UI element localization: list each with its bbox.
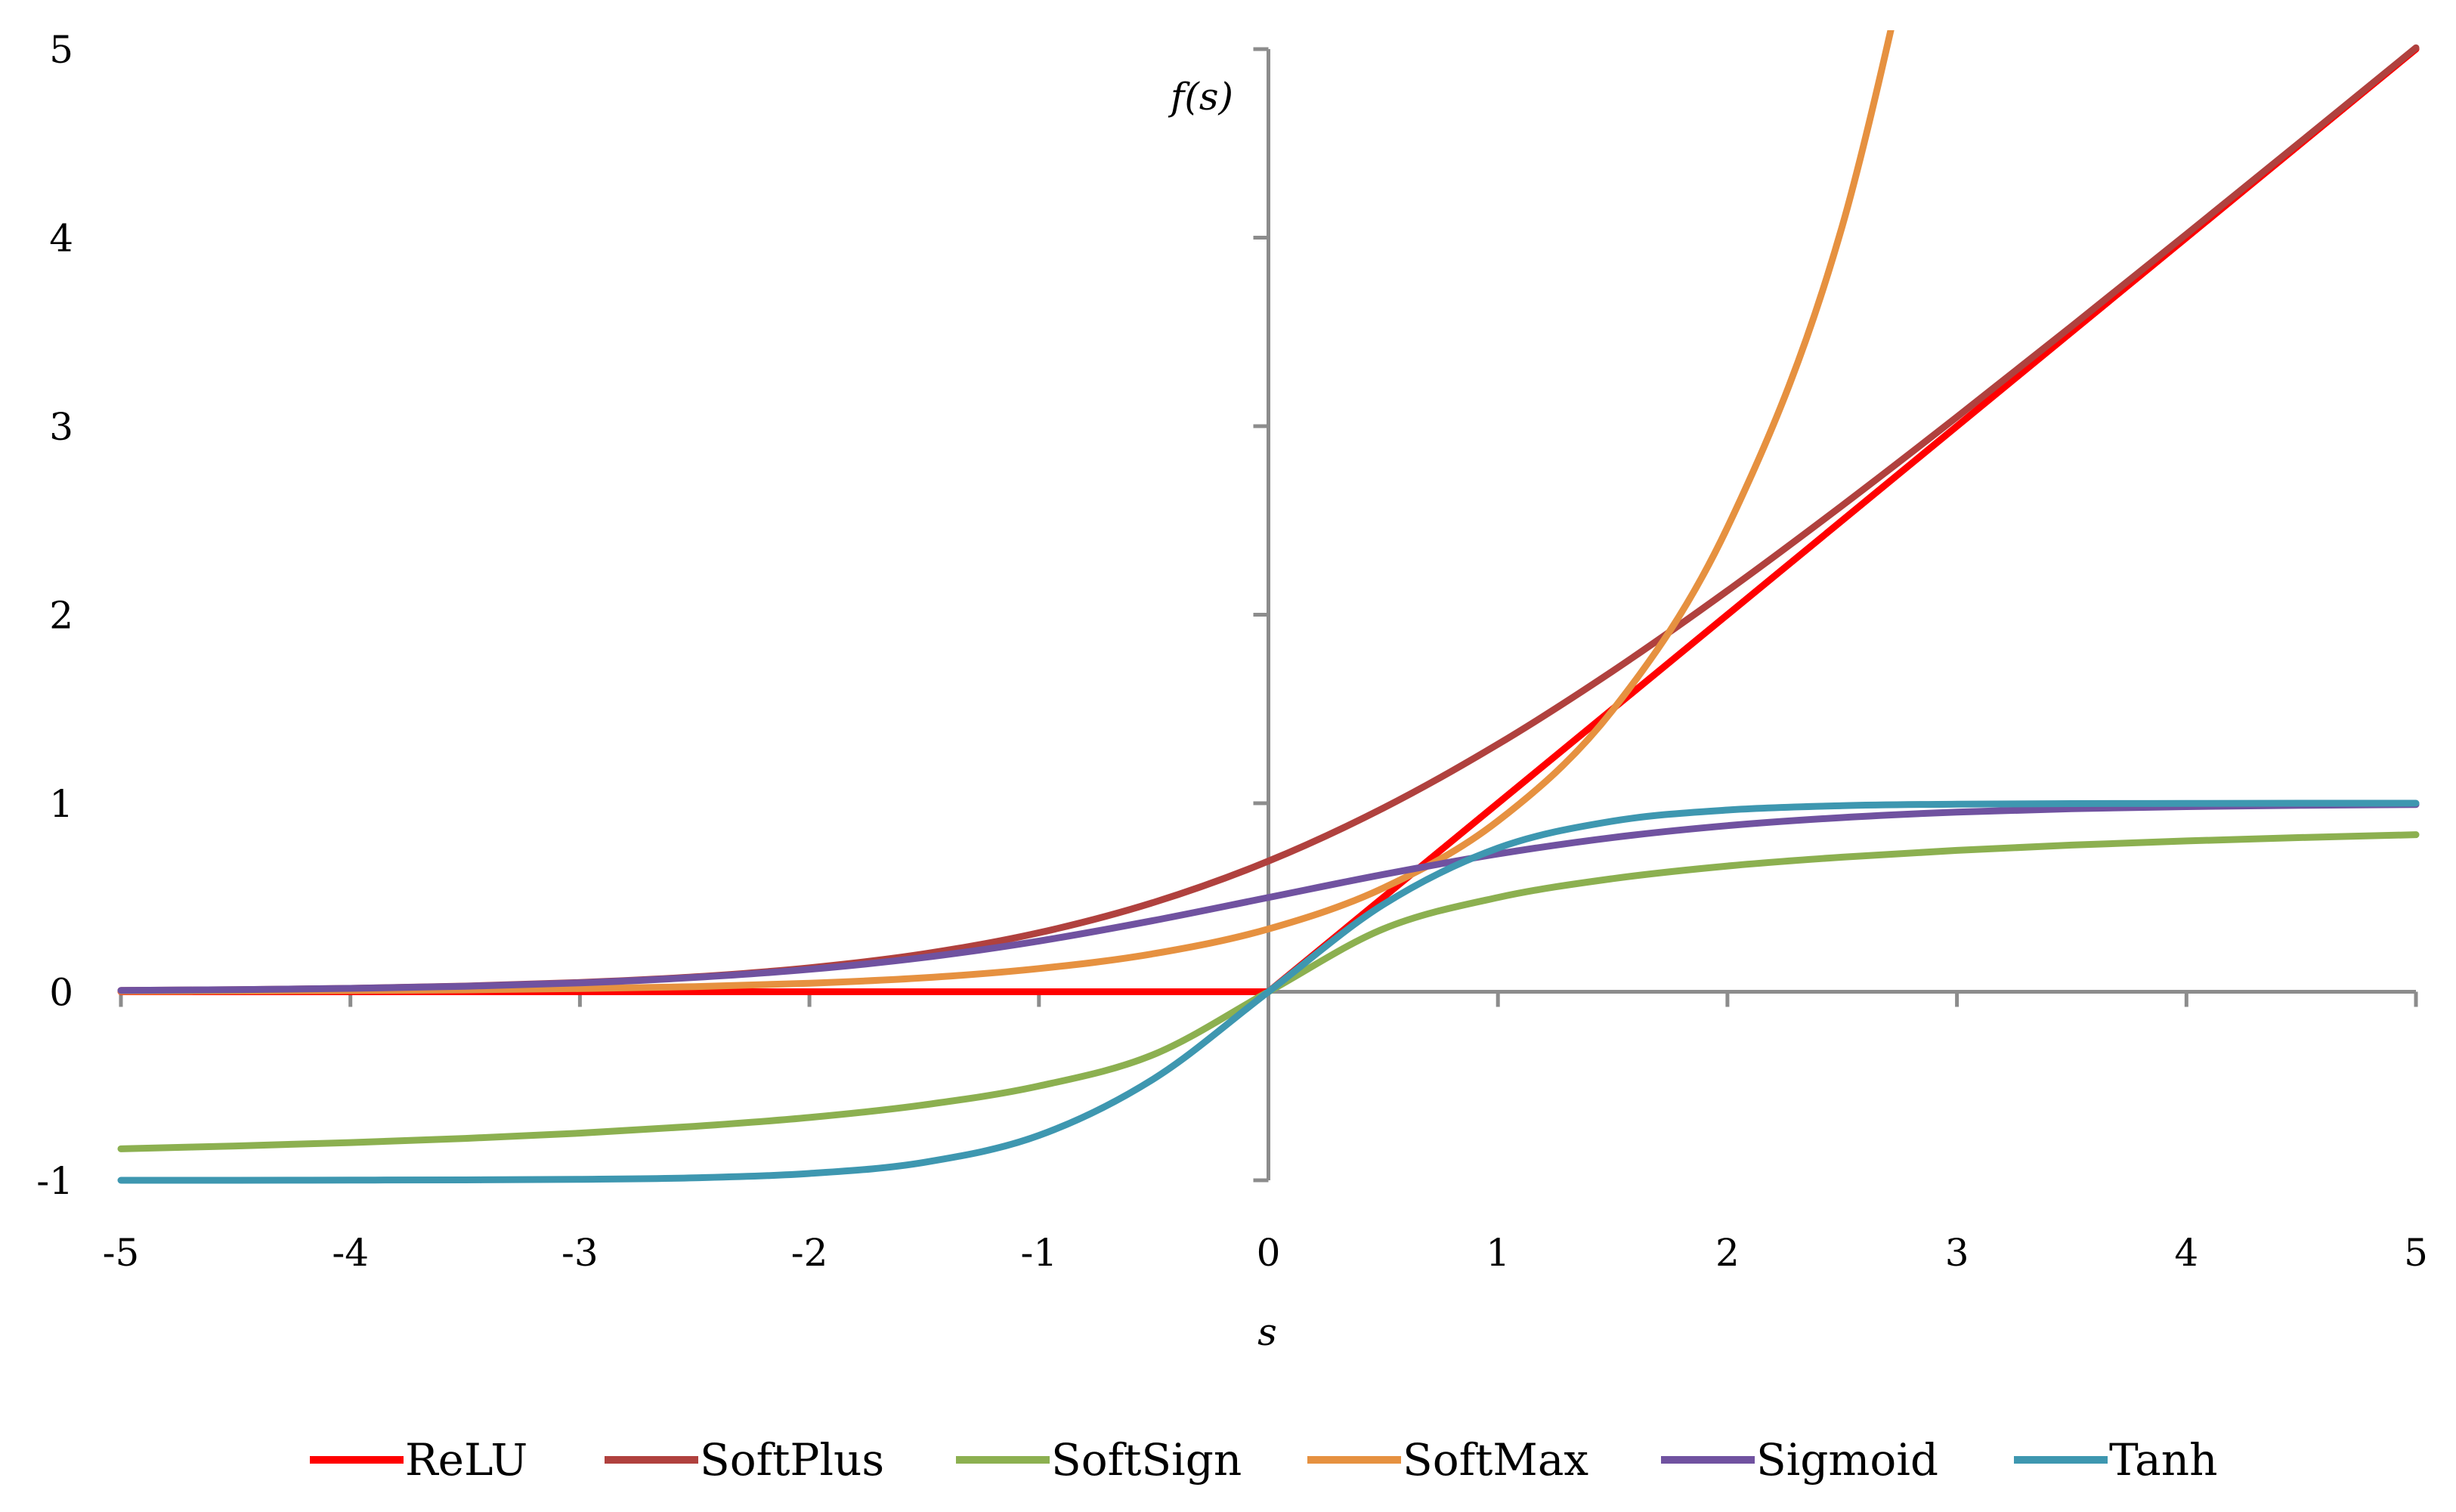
legend-label-sigmoid: Sigmoid	[1756, 1434, 1938, 1486]
axes	[119, 47, 2418, 1183]
y-tick-label: 0	[49, 971, 73, 1015]
legend-label-softplus: SoftPlus	[700, 1434, 884, 1486]
x-tick-label: 4	[2174, 1231, 2198, 1275]
legend-label-relu: ReLU	[405, 1434, 527, 1486]
x-tick-label: -3	[561, 1231, 599, 1275]
y-tick-label: 3	[49, 405, 73, 449]
x-tick-label: -5	[103, 1231, 140, 1275]
legend: ReLU SoftPlus SoftSign SoftMax Sigmoid Tanh	[310, 1434, 2217, 1486]
y-tick-label: 5	[49, 28, 73, 72]
series-line-sigmoid	[117, 801, 2420, 994]
series-line-tanh	[117, 799, 2420, 1184]
y-tick-label: 4	[49, 217, 73, 261]
y-tick-label: -1	[36, 1159, 73, 1203]
legend-label-softsign: SoftSign	[1051, 1434, 1242, 1486]
x-axis-title: s	[1257, 1310, 1277, 1354]
x-tick-label: 0	[1257, 1231, 1281, 1275]
x-tick-label: 2	[1715, 1231, 1740, 1275]
series-line-softmax	[117, 30, 1895, 995]
x-tick-label: -4	[332, 1231, 369, 1275]
y-tick-label: 1	[49, 782, 73, 826]
x-tick-label: 3	[1945, 1231, 1969, 1275]
y-axis-title: f(s)	[1168, 75, 1233, 119]
x-tick-label: 5	[2404, 1231, 2428, 1275]
series-lines	[117, 30, 2420, 1184]
legend-label-tanh: Tanh	[2109, 1434, 2217, 1486]
x-tick-label: -2	[791, 1231, 828, 1275]
tick-labels: -5 -4 -3 -2 -1 0 1 2 3 4 5 -1 0 1 2 3 4 5	[36, 28, 2428, 1275]
y-tick-label: 2	[49, 594, 73, 638]
x-tick-label: 1	[1486, 1231, 1510, 1275]
legend-label-softmax: SoftMax	[1403, 1434, 1588, 1486]
x-tick-label: -1	[1020, 1231, 1057, 1275]
